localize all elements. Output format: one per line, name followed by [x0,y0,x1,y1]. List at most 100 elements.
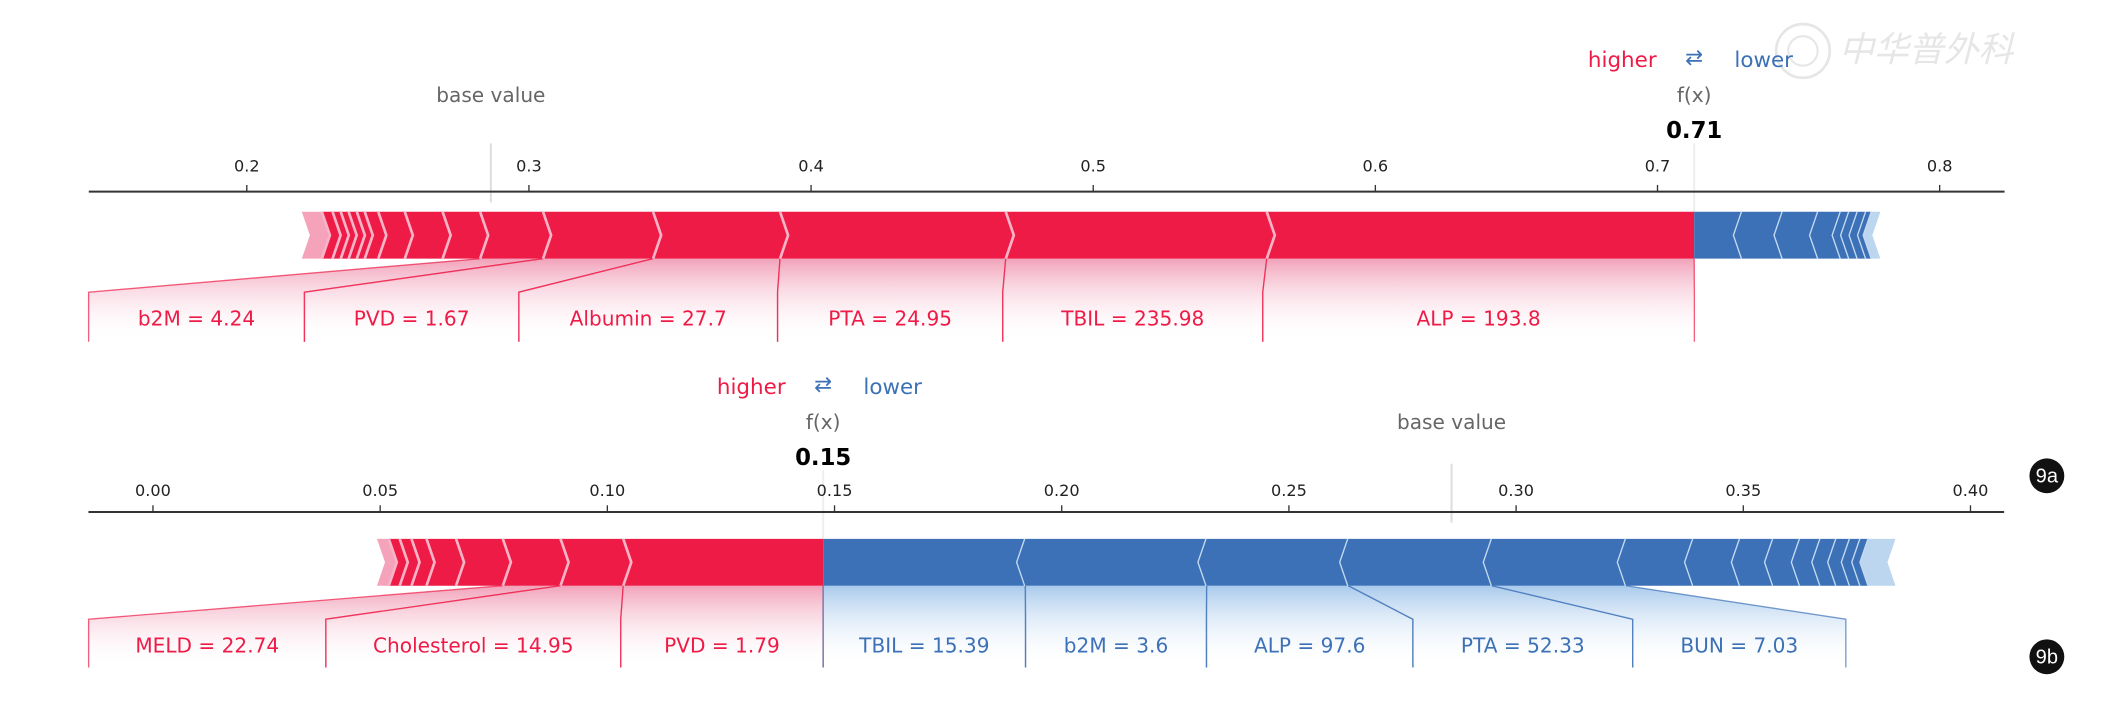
feature-label: ALP = 193.8 [1416,307,1540,331]
fx-label: f(x) [806,410,841,434]
feature-label-region [325,585,624,668]
segment-separator [377,211,388,260]
x-tick-label: 0.2 [234,157,260,176]
positive-contribution-bar [480,211,552,259]
positive-contribution-bar [411,538,435,586]
segment-separator [501,538,513,587]
negative-contribution-bar [1340,538,1493,586]
feature-label: Albumin = 27.7 [570,307,727,331]
feature-bracket-line [1002,258,1007,342]
segment-separator [331,211,343,260]
negative-contribution-bar [1618,538,1694,586]
negative-contribution-bar [1858,211,1872,259]
feature-label-region [1206,585,1413,668]
watermark-logo: 中华普外科 [1774,22,2015,80]
feature-label: PVD = 1.67 [354,307,470,331]
x-tick-label: 0.8 [1927,157,1953,176]
segment-separator [410,538,421,587]
x-tick-label: 0.6 [1363,157,1389,176]
positive-contribution-bar [426,538,465,586]
feature-bracket-line [518,258,654,342]
legend-lower: lower [1734,48,1793,73]
negative-contribution-bar [1810,211,1841,259]
segment-separator [454,538,466,587]
feature-label-region [777,258,1006,342]
negative-contribution-bar [1792,538,1821,586]
watermark-text: 中华普外科 [1839,31,2015,71]
panel-badge-9b: 9b [2029,639,2065,675]
feature-label-region [1002,258,1267,342]
svg-text:9b: 9b [2036,646,2058,668]
x-tick-label: 0.30 [1498,481,1534,500]
feature-bracket-line [1262,258,1268,342]
feature-label-region [823,585,1026,668]
feature-label-region [88,585,561,668]
negative-contribution-bar [1812,538,1837,586]
output-value: 0.15 [795,445,851,471]
x-tick-label: 0.40 [1953,481,1989,500]
feature-label: BUN = 7.03 [1680,634,1798,658]
feature-label-region [88,258,544,342]
segment-separator [347,211,359,260]
force-plot-9b: base value higher ⇄ lower f(x) 0.15 0.00 0.05 0.… [87,372,2005,668]
segment-separator [651,211,663,260]
segment-separator [478,211,490,260]
positive-contribution-bar [456,538,511,586]
positive-contribution-bar [442,211,489,259]
feature-bracket-line [1625,585,1847,668]
segment-separator [363,211,375,260]
feature-bracket-line [620,585,624,668]
negative-contribution-bar [1198,538,1349,586]
positive-contribution-bar [404,211,451,259]
positive-contribution-bar [623,538,824,586]
x-tick-label: 0.15 [817,481,853,500]
negative-contribution-bar [1774,211,1819,259]
negative-contribution-bar [1765,538,1801,586]
legend-lower: lower [863,375,922,400]
feature-label: PTA = 52.33 [1461,634,1585,658]
segment-separator [1197,538,1208,587]
segment-separator [1004,211,1016,260]
legend-arrows-icon: ⇄ [1685,45,1703,70]
feature-label: ALP = 97.6 [1254,634,1365,658]
x-tick-label: 0.20 [1044,481,1080,500]
fx-label: f(x) [1677,83,1712,107]
panel-badge-9a: 9a [2029,458,2065,494]
negative-contribution-bar [1685,538,1741,586]
segment-separator [1265,211,1277,260]
feature-label: b2M = 4.24 [138,307,255,331]
feature-label-region [620,585,824,668]
feature-label: TBIL = 235.98 [1060,307,1204,331]
feature-label: TBIL = 15.39 [858,634,989,658]
feature-label: PTA = 24.95 [828,307,952,331]
negative-contribution-bar [1860,538,1896,586]
feature-bracket-line [1348,585,1414,668]
legend-higher: higher [1588,48,1657,73]
negative-contribution-bar [1694,211,1743,259]
segment-separator [778,211,790,260]
positive-contribution-bar [502,538,569,586]
positive-contribution-bar [1266,211,1695,259]
positive-contribution-bar [780,211,1014,259]
positive-contribution-bar [301,211,330,259]
feature-label: MELD = 22.74 [135,634,279,658]
svg-text:9a: 9a [2036,466,2059,488]
positive-contribution-bar [340,211,357,259]
x-tick-label: 0.25 [1271,481,1307,500]
negative-contribution-bar [1863,211,1881,259]
feature-bracket-line [303,258,544,342]
positive-contribution-bar [543,211,662,259]
feature-label-region [1025,585,1207,668]
segment-separator [621,538,633,587]
feature-bracket-line [776,258,781,342]
feature-label: PVD = 1.79 [664,634,780,658]
segment-separator [355,211,367,260]
legend-arrows-icon: ⇄ [814,372,832,397]
negative-contribution-bar [1734,211,1783,259]
positive-contribution-bar [378,211,413,259]
feature-label-region [304,258,654,342]
x-tick-label: 0.3 [516,157,542,176]
negative-contribution-bar [1732,538,1774,586]
positive-contribution-bar [1005,211,1275,259]
